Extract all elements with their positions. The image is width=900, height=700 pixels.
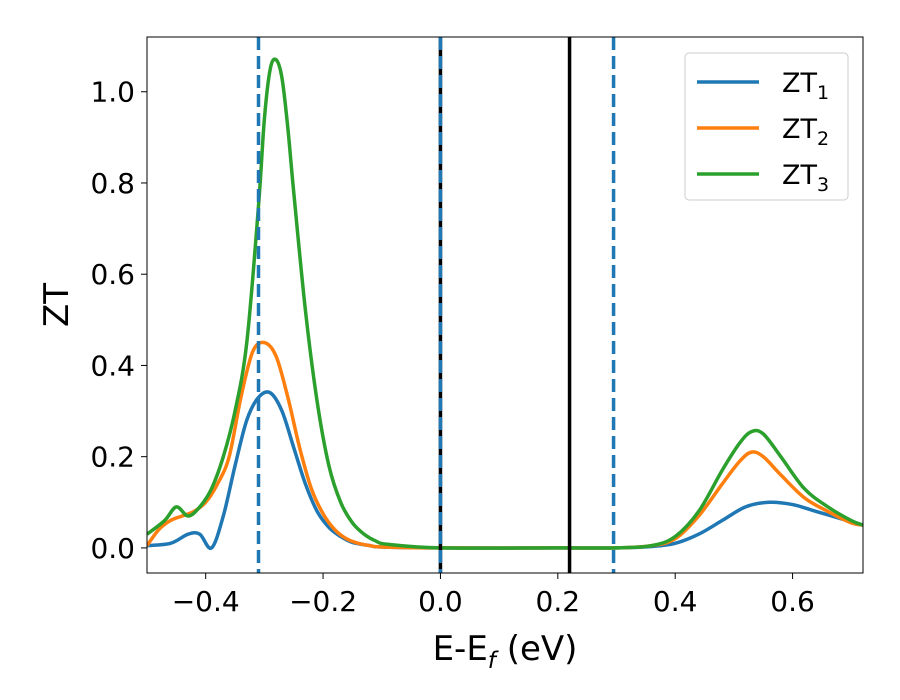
x-tick-label: 0.2 (536, 585, 581, 618)
x-tick-label: −0.2 (289, 585, 357, 618)
y-tick-label: 1.0 (90, 76, 135, 109)
legend: ZT1 ZT2 ZT3 (684, 52, 849, 201)
y-tick-label: 0.6 (90, 258, 135, 291)
legend-label-zt3: ZT3 (782, 160, 829, 196)
series-line-zt3 (147, 57, 863, 550)
x-tick-label: 0.6 (770, 585, 815, 618)
y-axis: 0.0 0.2 0.4 0.6 0.8 1.0 (90, 76, 147, 565)
x-axis: −0.4 −0.2 0.0 0.2 0.4 0.6 (172, 573, 815, 618)
y-tick-label: 0.4 (90, 349, 135, 382)
series-line-zt2 (147, 340, 863, 550)
plot-area (147, 37, 863, 573)
x-tick-label: −0.4 (172, 585, 240, 618)
legend-frame (684, 52, 849, 201)
plot-frame (146, 36, 864, 574)
y-axis-title: ZT (37, 283, 77, 327)
y-tick-label: 0.2 (90, 441, 135, 474)
legend-label-zt1: ZT1 (782, 68, 829, 104)
x-tick-label: 0.4 (653, 585, 698, 618)
y-tick-label: 0.8 (90, 167, 135, 200)
x-tick-label: 0.0 (418, 585, 463, 618)
y-tick-label: 0.0 (90, 532, 135, 565)
x-axis-title: E-Ef (eV) (433, 629, 578, 674)
legend-label-zt2: ZT2 (782, 114, 829, 150)
